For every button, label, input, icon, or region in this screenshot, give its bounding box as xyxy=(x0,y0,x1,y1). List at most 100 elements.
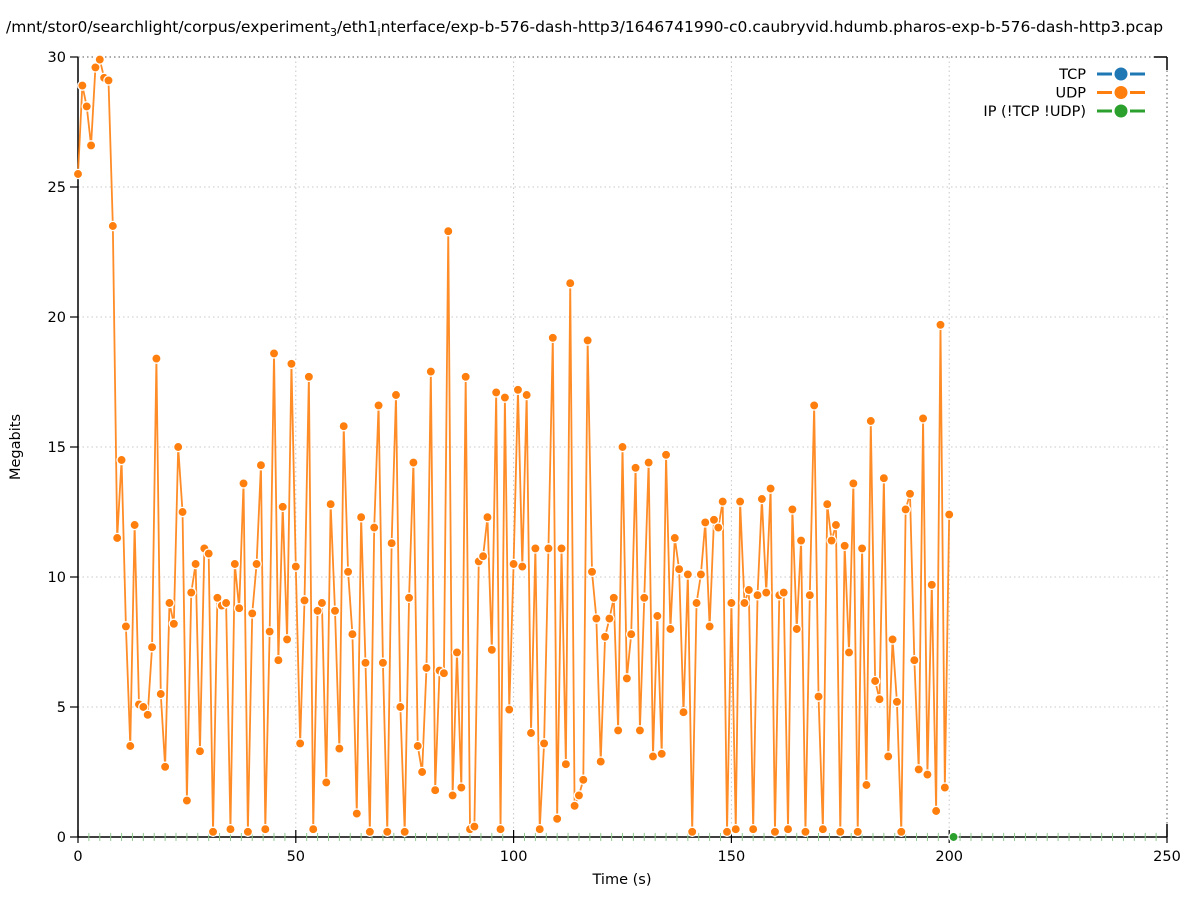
udp-point xyxy=(639,592,650,604)
udp-point xyxy=(556,543,567,554)
udp-point xyxy=(421,662,432,674)
udp-point xyxy=(360,657,371,669)
udp-point xyxy=(760,587,772,598)
legend-label-ip: IP (!TCP !UDP) xyxy=(983,104,1086,120)
udp-point xyxy=(116,454,127,466)
udp-point xyxy=(765,483,776,494)
udp-point xyxy=(669,532,681,544)
udp-point xyxy=(856,543,868,554)
udp-point xyxy=(190,558,201,570)
udp-point xyxy=(512,384,524,396)
udp-point xyxy=(399,826,410,838)
udp-point xyxy=(338,420,349,432)
udp-point xyxy=(177,506,188,518)
udp-point xyxy=(608,592,620,604)
udp-point xyxy=(233,602,245,614)
udp-point xyxy=(94,54,106,65)
udp-point xyxy=(355,511,367,523)
udp-point xyxy=(730,823,742,835)
udp-point xyxy=(926,579,938,591)
legend-sample-dot xyxy=(1114,86,1128,99)
udp-point xyxy=(586,566,598,578)
udp-point xyxy=(682,569,694,580)
udp-point xyxy=(103,75,114,86)
x-tick-label: 200 xyxy=(935,849,963,865)
udp-point xyxy=(273,654,284,666)
udp-point xyxy=(564,277,576,289)
udp-point xyxy=(625,628,637,640)
udp-point xyxy=(530,543,541,554)
udp-point xyxy=(238,478,249,489)
udp-point xyxy=(826,535,837,546)
udp-point xyxy=(329,605,341,617)
udp-point xyxy=(386,537,397,549)
udp-point xyxy=(652,610,663,622)
udp-point xyxy=(660,449,672,461)
udp-point xyxy=(800,826,811,838)
udp-point xyxy=(390,389,402,401)
udp-point xyxy=(77,80,88,91)
udp-point xyxy=(460,371,471,383)
udp-point xyxy=(673,563,685,575)
y-tick-label: 15 xyxy=(48,440,66,456)
udp-point xyxy=(852,826,863,838)
udp-point xyxy=(839,540,850,552)
udp-point xyxy=(534,823,545,835)
udp-point xyxy=(874,693,885,705)
y-tick-label: 25 xyxy=(48,180,66,196)
udp-point xyxy=(229,558,241,570)
udp-point xyxy=(848,478,859,489)
udp-point xyxy=(395,701,406,713)
udp-point xyxy=(665,623,676,635)
udp-point xyxy=(212,592,223,604)
legend-label-tcp: TCP xyxy=(1058,67,1086,83)
udp-point xyxy=(782,823,794,835)
udp-point xyxy=(604,613,615,624)
udp-point xyxy=(125,740,136,752)
x-tick-label: 250 xyxy=(1153,849,1181,865)
udp-point xyxy=(582,335,593,346)
udp-point xyxy=(316,597,328,609)
udp-point xyxy=(172,441,184,453)
udp-point xyxy=(573,790,585,801)
udp-point xyxy=(164,597,175,609)
udp-point xyxy=(299,595,310,606)
udp-point xyxy=(482,511,493,523)
udp-point xyxy=(747,823,759,835)
udp-point xyxy=(704,621,715,632)
udp-point xyxy=(708,514,720,526)
udp-point xyxy=(930,805,942,817)
udp-point xyxy=(72,168,84,180)
udp-point xyxy=(691,597,702,609)
udp-point xyxy=(821,498,833,510)
udp-point xyxy=(294,738,306,749)
udp-point xyxy=(186,587,197,598)
x-tick-label: 0 xyxy=(73,849,82,865)
x-tick-label: 150 xyxy=(718,849,746,865)
udp-point xyxy=(207,826,219,838)
legend-label-udp: UDP xyxy=(1055,86,1086,102)
udp-point xyxy=(769,826,781,838)
udp-point xyxy=(416,766,428,778)
udp-point xyxy=(591,613,602,624)
y-tick-label: 5 xyxy=(57,700,66,716)
udp-point xyxy=(634,725,646,736)
udp-point xyxy=(251,558,262,570)
udp-point xyxy=(939,782,951,793)
udp-point xyxy=(887,634,898,645)
udp-point xyxy=(630,462,641,474)
udp-point xyxy=(913,764,924,775)
udp-point xyxy=(255,459,267,471)
udp-point xyxy=(477,550,489,562)
udp-point xyxy=(425,366,437,377)
udp-point xyxy=(869,675,881,687)
udp-point xyxy=(525,727,537,739)
udp-point xyxy=(412,740,424,752)
udp-point xyxy=(909,654,920,666)
udp-point xyxy=(560,758,572,770)
udp-point xyxy=(351,808,363,819)
udp-point xyxy=(225,823,236,835)
udp-point xyxy=(321,777,332,788)
udp-point xyxy=(120,621,132,632)
